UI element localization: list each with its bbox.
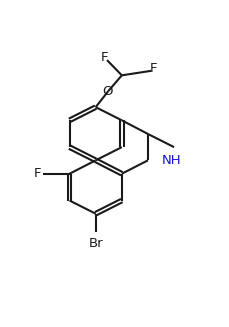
Text: O: O	[101, 85, 112, 98]
Text: NH: NH	[161, 154, 180, 167]
Text: F: F	[33, 167, 41, 180]
Text: F: F	[101, 51, 108, 64]
Text: F: F	[149, 62, 157, 75]
Text: Br: Br	[88, 237, 103, 250]
